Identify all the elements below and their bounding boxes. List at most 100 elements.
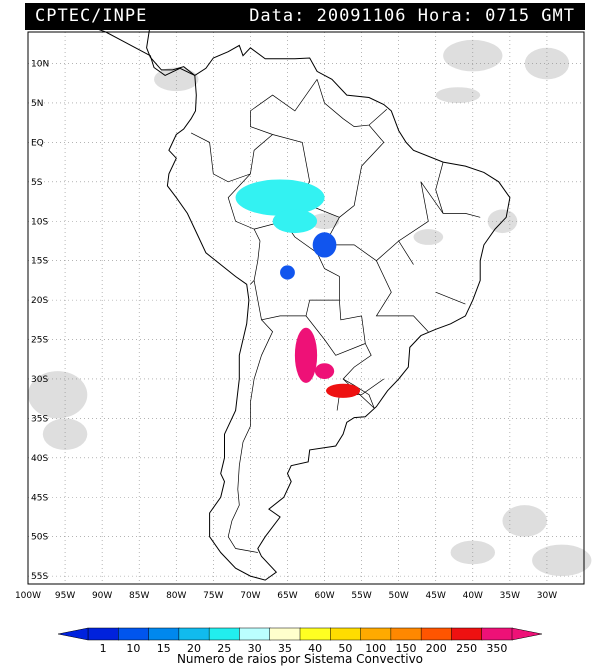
legend-tick-label: 30 [248,642,262,655]
legend-swatch [481,627,513,641]
latitude-tick-label: 5S [31,178,43,188]
legend-tick-label: 50 [338,642,352,655]
cloud-patch [502,505,547,537]
cloud-patch [413,229,444,245]
latitude-tick-labels: 10N 5N EQ 5S 10S 15S 20S 25S 30S 35S 40S 45S 50S 55S [31,60,49,583]
longitude-tick-label: 60W [314,591,334,601]
legend-tick-label: 150 [396,642,417,655]
central-america-coastline [146,24,196,76]
lightning-systems-layer [235,179,361,398]
legend-swatch [208,627,241,641]
longitude-tick-label: 80W [166,591,186,601]
latitude-tick-label: 25S [31,336,48,346]
latitude-tick-label: 5N [31,99,43,109]
legend-swatch [118,627,150,641]
longitude-tick-label: 30W [537,591,557,601]
source-label: CPTEC/INPE [35,6,148,26]
country-border [323,217,377,261]
legend-swatch [330,627,362,641]
legend-tick-label: 200 [426,642,447,655]
legend-tick-label: 40 [308,642,322,655]
latitude-tick-label: EQ [31,138,44,148]
latitude-tick-label: 10S [31,217,48,227]
latitude-tick-label: 50S [31,533,48,543]
latitude-tick-label: 55S [31,572,48,582]
legend-title: Numero de raios por Sistema Convectivo [176,652,424,666]
country-border [342,378,375,409]
lightning-system [294,327,318,383]
legend-arrow-right [511,627,543,641]
legend-tick-label: 15 [157,642,171,655]
map-frame [27,31,585,585]
legend-tick-label: 20 [187,642,201,655]
lat-lon-grid [27,32,584,584]
south-america-coastline [166,44,511,581]
legend-tick-label: 350 [486,642,507,655]
longitude-tick-label: 35W [500,591,520,601]
country-border [309,124,385,218]
legend-tick-label: 10 [126,642,140,655]
color-legend: 1 10 15 20 25 30 35 40 50 100 150 200 250 350 [57,627,543,655]
latitude-tick-label: 35S [31,414,48,424]
longitude-tick-label: 65W [277,591,297,601]
country-border [190,132,273,183]
datetime-label: Data: 20091106 Hora: 0715 GMT [249,6,575,26]
legend-tick-label: 35 [278,642,292,655]
lightning-system [280,265,295,280]
title-bar: CPTEC/INPE Data: 20091106 Hora: 0715 GMT [25,3,585,30]
longitude-tick-label: 70W [240,591,260,601]
latitude-tick-label: 40S [31,454,48,464]
legend-swatch [87,627,120,641]
longitude-tick-label: 100W [15,591,41,601]
country-border [227,319,274,553]
longitude-tick-label: 40W [463,591,483,601]
country-border [253,220,340,321]
legend-tick-label: 25 [217,642,231,655]
longitude-tick-label: 50W [388,591,408,601]
legend-tick-label: 250 [456,642,477,655]
cloud-patch [42,418,88,450]
longitude-tick-label: 90W [92,591,112,601]
legend-tick-label: 1 [100,642,107,655]
longitude-tick-label: 85W [129,591,149,601]
legend-swatch [239,627,271,641]
cloud-patch [27,371,88,419]
country-border [316,79,388,127]
lightning-system [272,209,318,234]
longitude-tick-label: 55W [351,591,371,601]
legend-swatch [451,627,483,641]
longitude-tick-label: 95W [55,591,75,601]
lightning-system [312,232,337,258]
lightning-system [326,383,361,398]
central-america-coastline [83,19,196,76]
country-border [435,291,466,305]
legend-swatch [420,627,453,641]
cloud-patch [154,67,199,92]
country-border [227,173,261,285]
legend-swatch [148,627,180,641]
latitude-tick-label: 45S [31,493,48,503]
cloud-patch [435,87,481,103]
legend-arrow-left [57,627,89,641]
coastline-layer [83,19,511,581]
legend-swatch [269,627,301,641]
latitude-tick-label: 30S [31,375,48,385]
legend-swatch [178,627,210,641]
legend-swatch [299,627,332,641]
longitude-tick-labels: 100W 95W 90W 85W 80W 75W 70W 65W 60W 55W 50W 45W 40W… [15,591,557,601]
longitude-tick-label: 45W [426,591,446,601]
legend-swatch [360,627,392,641]
country-border [250,79,318,135]
cloud-patch [443,39,503,72]
country-border [375,240,429,332]
legend-tick-label: 100 [365,642,386,655]
cloud-patch [532,544,592,577]
latitude-tick-label: 10N [31,60,49,70]
lightning-system [235,179,325,216]
lightning-system [314,363,335,379]
latitude-tick-label: 20S [31,296,48,306]
country-border [435,162,444,214]
latitude-tick-label: 15S [31,257,48,267]
cloud-patch [524,47,570,80]
